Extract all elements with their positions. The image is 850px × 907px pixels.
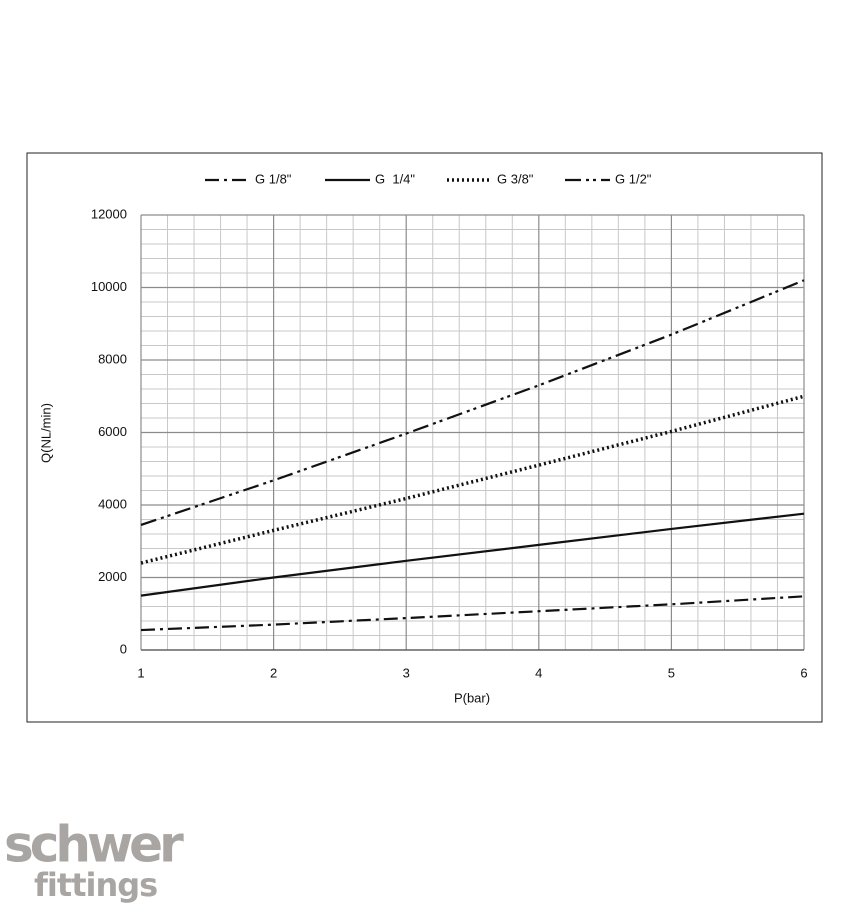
x-tick-label: 1 [137,665,144,680]
logo-line2: fittings [34,866,157,904]
logo-line1: schwer [4,816,184,874]
series-line [140,595,805,632]
y-tick-label: 0 [120,641,127,656]
series-line [140,394,805,565]
x-tick-label: 5 [668,665,675,680]
y-tick-label: 2000 [98,569,127,584]
legend-label: G 1/8" [255,171,292,186]
x-tick-label: 3 [403,665,410,680]
x-tick-label: 4 [535,665,542,680]
y-tick-label: 6000 [98,424,127,439]
y-axis-label: Q(NL/min) [38,403,53,463]
y-tick-label: 4000 [98,496,127,511]
y-tick-label: 12000 [91,206,127,221]
y-tick-label: 10000 [91,279,127,294]
series-line [140,279,805,526]
x-tick-label: 6 [800,665,807,680]
x-axis-label: P(bar) [454,690,490,705]
chart-frame [26,152,823,723]
legend-label: G 1/4" [375,171,415,186]
x-tick-label: 2 [270,665,277,680]
y-tick-label: 8000 [98,351,127,366]
legend-label: G 1/2" [615,171,652,186]
legend-label: G 3/8" [497,171,534,186]
series-line [140,512,805,597]
